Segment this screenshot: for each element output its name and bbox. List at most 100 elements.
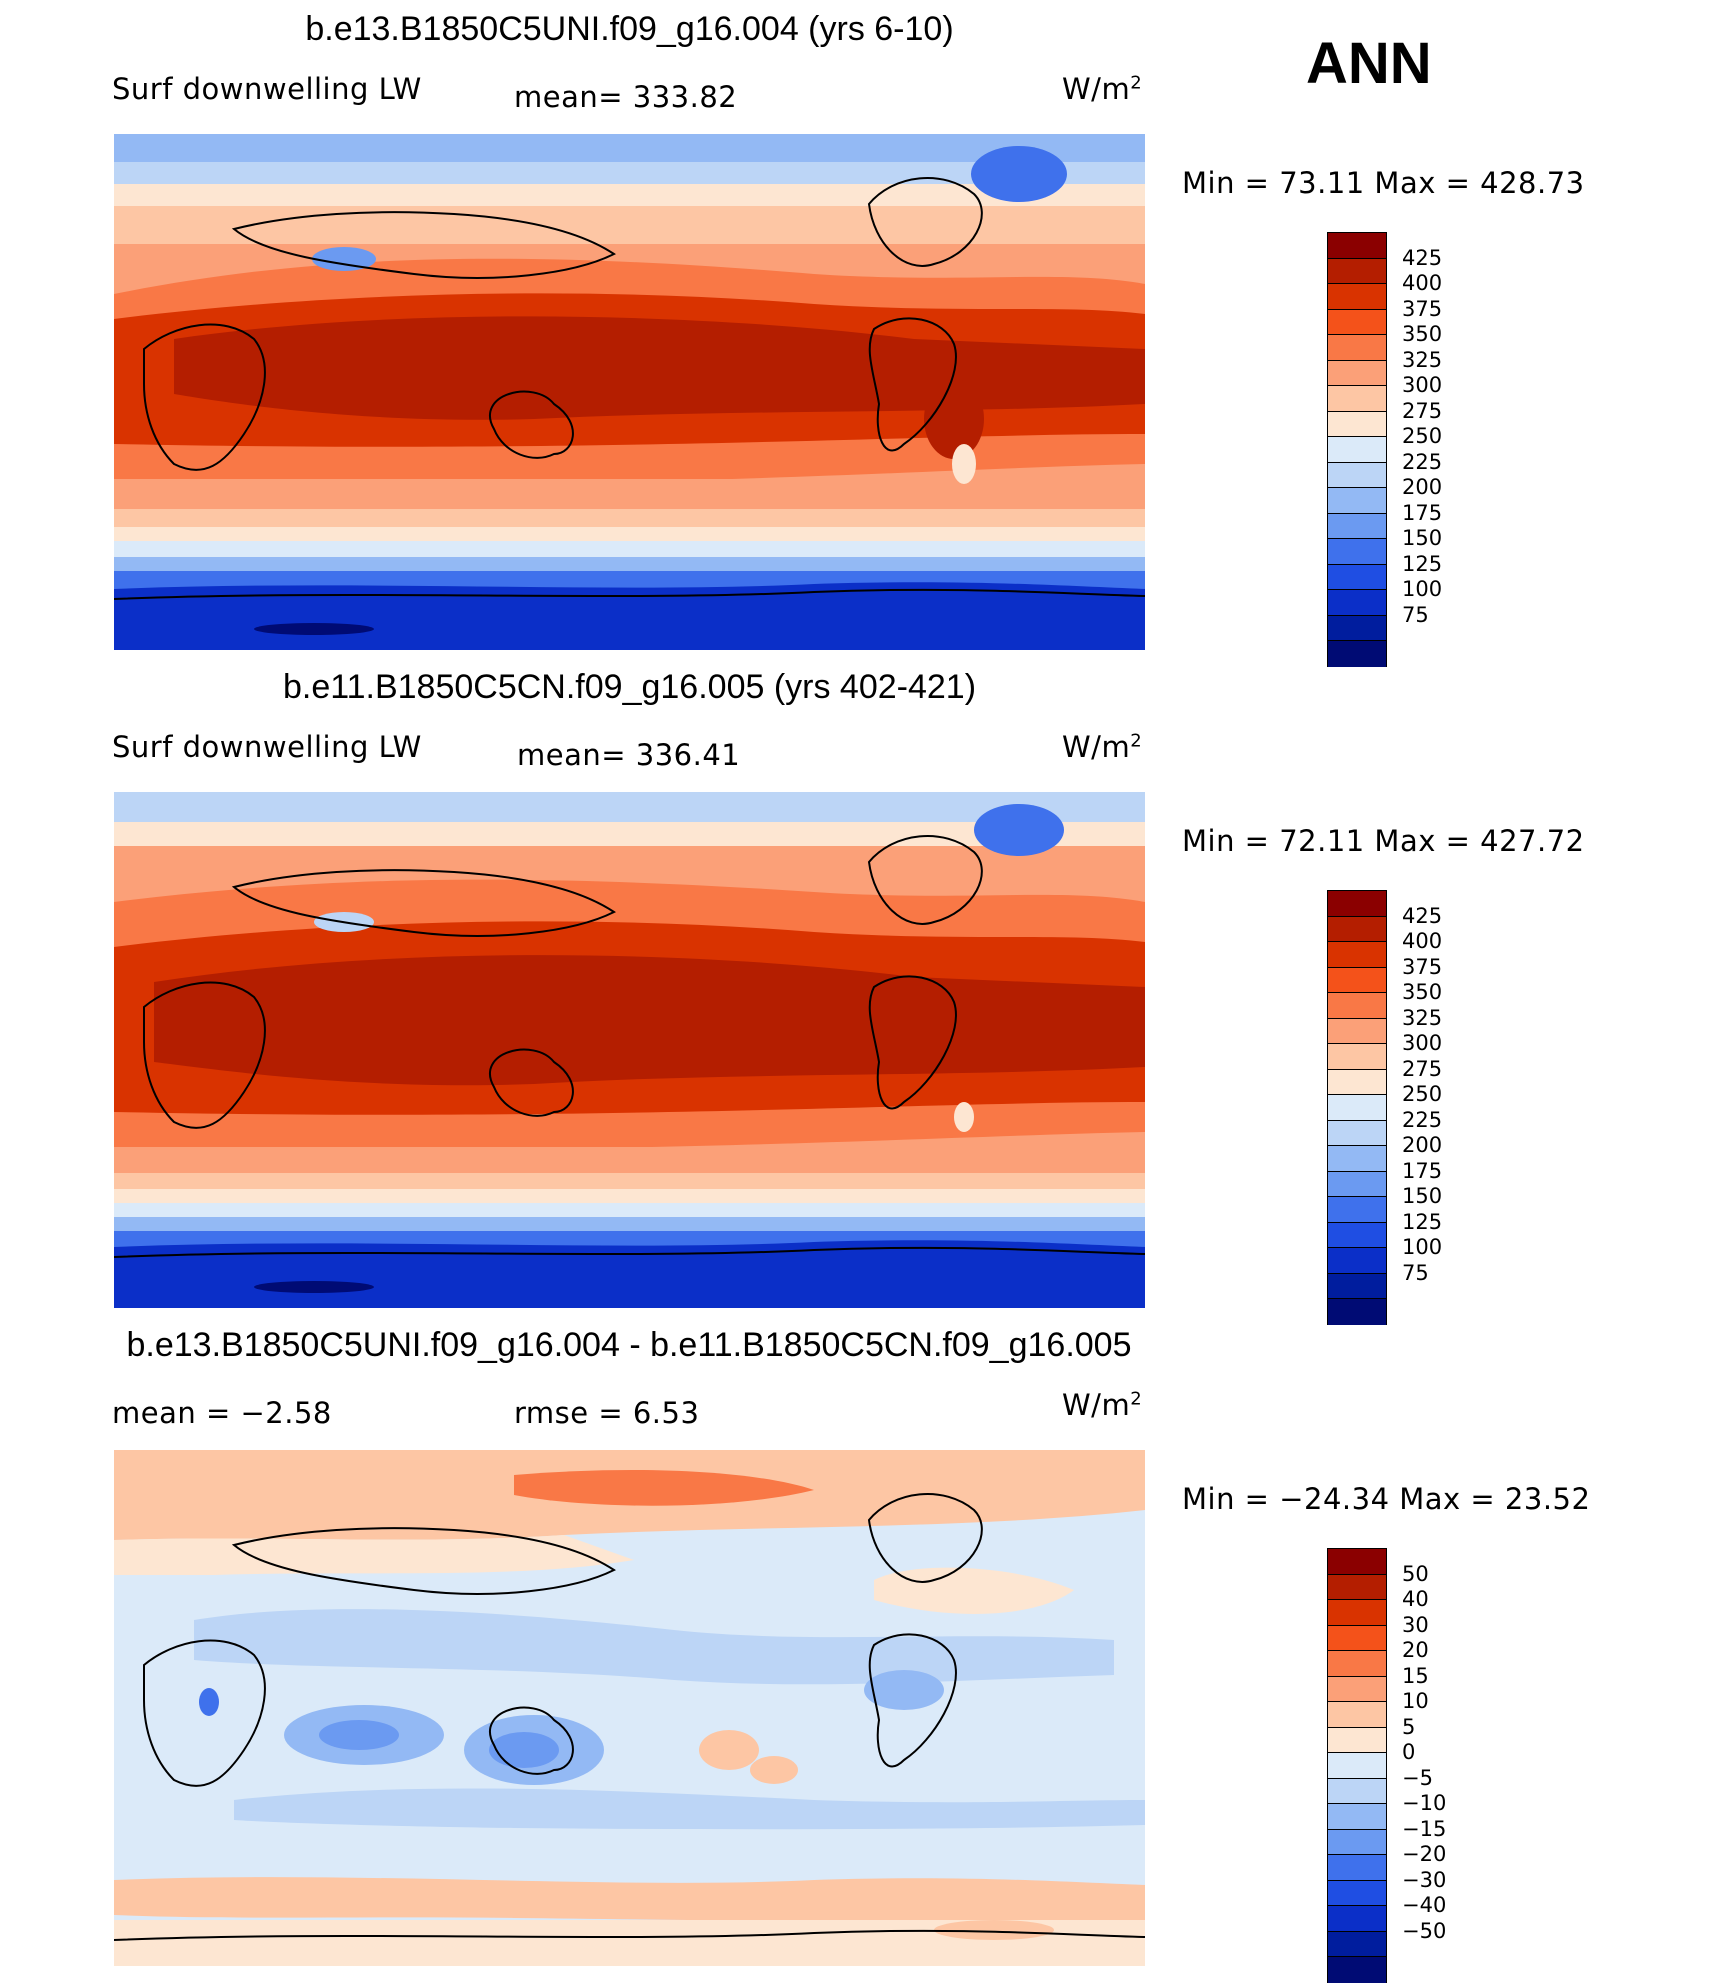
colorbar-tick-label: 200 — [1402, 1133, 1443, 1157]
colorbar-tick-label: 425 — [1402, 903, 1443, 928]
panel-3-mean-label: mean = −2.58 — [112, 1396, 332, 1430]
colorbar-segment — [1328, 1018, 1386, 1044]
colorbar-segment — [1328, 309, 1386, 335]
colorbar-segment — [1328, 1044, 1386, 1070]
colorbar-tick-label: 400 — [1402, 271, 1443, 295]
colorbar-tick-label: −50 — [1402, 1918, 1447, 1943]
colorbar-tick-label: 400 — [1402, 929, 1443, 953]
colorbar-segment — [1328, 590, 1386, 616]
colorbar-segment — [1328, 1880, 1386, 1906]
panel-1-variable-label: Surf downwelling LW — [112, 72, 422, 106]
colorbar-segment — [1328, 360, 1386, 386]
colorbar-segment — [1328, 1146, 1386, 1172]
colorbar-segment — [1328, 967, 1386, 993]
colorbar-segment — [1328, 1804, 1386, 1830]
colorbar-tick-label: 325 — [1402, 1005, 1443, 1030]
colorbar-segment — [1328, 233, 1386, 259]
panel-1-units-label: W/m2 — [1062, 72, 1143, 106]
colorbar-tick-label: 30 — [1402, 1612, 1429, 1637]
colorbar-tick-label: −20 — [1402, 1842, 1447, 1866]
colorbar-tick-label: 225 — [1402, 449, 1443, 474]
colorbar-tick-label: 150 — [1402, 526, 1443, 550]
colorbar-segment — [1328, 462, 1386, 488]
panel-1-map — [114, 134, 1145, 650]
panel-3-units-label: W/m2 — [1062, 1388, 1143, 1422]
colorbar-segment — [1328, 1120, 1386, 1146]
colorbar-segment — [1328, 942, 1386, 968]
colorbar-segment — [1328, 1549, 1386, 1575]
colorbar-tick-label: 125 — [1402, 1209, 1443, 1234]
colorbar-tick-label: 375 — [1402, 296, 1443, 321]
colorbar-tick-label: 40 — [1402, 1587, 1429, 1611]
colorbar-segment — [1328, 1197, 1386, 1223]
colorbar-segment — [1328, 564, 1386, 590]
colorbar-tick-label: −10 — [1402, 1791, 1447, 1815]
colorbar-tick-label: 10 — [1402, 1689, 1429, 1713]
colorbar-tick-label: 175 — [1402, 500, 1443, 525]
colorbar-tick-label: −15 — [1402, 1816, 1447, 1841]
colorbar-tick-label: 275 — [1402, 398, 1443, 423]
colorbar-segment — [1328, 1625, 1386, 1651]
colorbar-tick-label: 20 — [1402, 1638, 1429, 1662]
panel-3-rmse-label: rmse = 6.53 — [514, 1396, 700, 1430]
colorbar-segment — [1328, 1600, 1386, 1626]
colorbar-tick-label: 250 — [1402, 1082, 1443, 1106]
colorbar-segment — [1328, 916, 1386, 942]
panel-3-minmax: Min = −24.34 Max = 23.52 — [1182, 1482, 1591, 1516]
colorbar-segment — [1328, 1727, 1386, 1753]
colorbar-segment — [1328, 891, 1386, 917]
colorbar-segment — [1328, 1095, 1386, 1121]
colorbar-segment — [1328, 1651, 1386, 1677]
colorbar-segment — [1328, 258, 1386, 284]
panel-1-colorbar — [1327, 232, 1387, 667]
colorbar-segment — [1328, 386, 1386, 412]
colorbar-tick-label: 375 — [1402, 954, 1443, 979]
panel-2-variable-label: Surf downwelling LW — [112, 730, 422, 764]
colorbar-tick-label: 225 — [1402, 1107, 1443, 1132]
colorbar-tick-label: 200 — [1402, 475, 1443, 499]
colorbar-tick-label: 425 — [1402, 245, 1443, 270]
colorbar-segment — [1328, 488, 1386, 514]
colorbar-tick-label: 300 — [1402, 373, 1443, 397]
colorbar-tick-label: 175 — [1402, 1158, 1443, 1183]
colorbar-tick-label: 5 — [1402, 1714, 1416, 1739]
colorbar-segment — [1328, 1829, 1386, 1855]
colorbar-segment — [1328, 641, 1386, 667]
colorbar-tick-label: 350 — [1402, 980, 1443, 1004]
colorbar-segment — [1328, 1248, 1386, 1274]
colorbar-tick-label: 250 — [1402, 424, 1443, 448]
colorbar-segment — [1328, 993, 1386, 1019]
colorbar-segment — [1328, 539, 1386, 565]
colorbar-tick-label: 150 — [1402, 1184, 1443, 1208]
colorbar-segment — [1328, 1273, 1386, 1299]
colorbar-tick-label: 75 — [1402, 1260, 1429, 1285]
colorbar-tick-label: 100 — [1402, 577, 1443, 601]
panel-2-units-label: W/m2 — [1062, 730, 1143, 764]
colorbar-tick-label: 350 — [1402, 322, 1443, 346]
colorbar-segment — [1328, 513, 1386, 539]
colorbar-segment — [1328, 1702, 1386, 1728]
panel-1-minmax: Min = 73.11 Max = 428.73 — [1182, 166, 1585, 200]
panel-2-mean-label: mean= 336.41 — [517, 738, 741, 772]
season-label: ANN — [1306, 31, 1432, 96]
colorbar-tick-label: −5 — [1402, 1765, 1433, 1790]
colorbar-tick-label: 300 — [1402, 1031, 1443, 1055]
panel-3-colorbar — [1327, 1548, 1387, 1983]
colorbar-segment — [1328, 1957, 1386, 1983]
colorbar-tick-label: −40 — [1402, 1893, 1447, 1917]
colorbar-segment — [1328, 1299, 1386, 1325]
colorbar-segment — [1328, 335, 1386, 361]
colorbar-segment — [1328, 1906, 1386, 1932]
colorbar-segment — [1328, 411, 1386, 437]
panel-3-map — [114, 1450, 1145, 1966]
colorbar-segment — [1328, 1069, 1386, 1095]
colorbar-segment — [1328, 615, 1386, 641]
panel-2-colorbar — [1327, 890, 1387, 1325]
panel-2-title: b.e11.B1850C5CN.f09_g16.005 (yrs 402-421… — [282, 668, 977, 706]
panel-2-map — [114, 792, 1145, 1308]
colorbar-tick-label: 325 — [1402, 347, 1443, 372]
panel-3-title: b.e13.B1850C5UNI.f09_g16.004 - b.e11.B18… — [126, 1326, 1132, 1364]
colorbar-segment — [1328, 1778, 1386, 1804]
panel-2-minmax: Min = 72.11 Max = 427.72 — [1182, 824, 1585, 858]
colorbar-tick-label: −30 — [1402, 1867, 1447, 1892]
